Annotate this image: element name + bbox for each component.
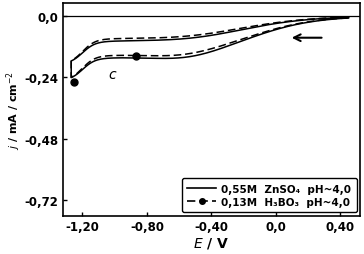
Y-axis label: $j$ / mA / cm$^{-2}$: $j$ / mA / cm$^{-2}$ bbox=[4, 71, 23, 149]
Text: $c$: $c$ bbox=[108, 67, 118, 81]
Legend: 0,55M  ZnSO₄  pH~4,0, 0,13M  H₃BO₃  pH~4,0: 0,55M ZnSO₄ pH~4,0, 0,13M H₃BO₃ pH~4,0 bbox=[182, 179, 357, 213]
X-axis label: $E$ / V: $E$ / V bbox=[193, 235, 230, 250]
